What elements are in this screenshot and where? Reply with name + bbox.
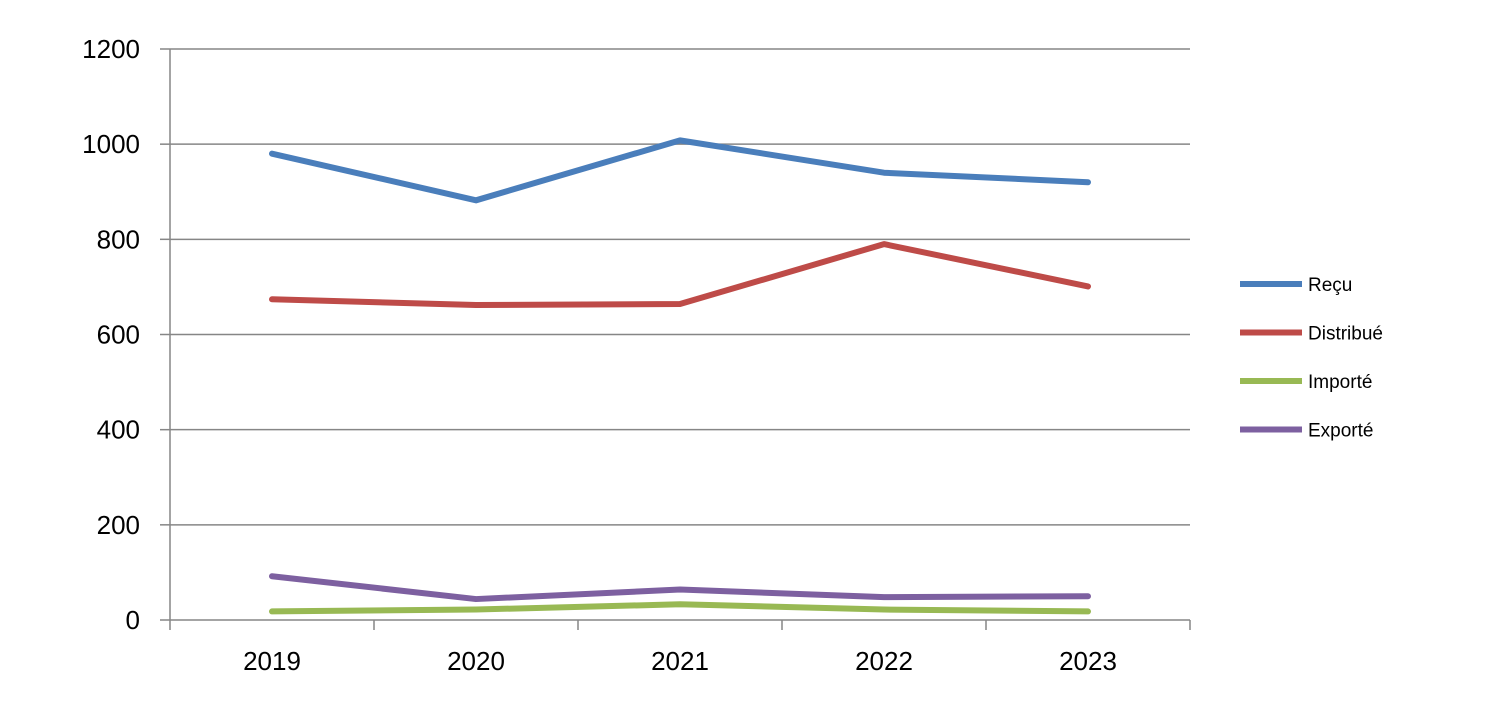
x-tick-label: 2019 [243, 646, 301, 676]
y-tick-label: 1200 [82, 34, 140, 64]
y-tick-label: 1000 [82, 129, 140, 159]
x-axis-tick-labels: 2019 2020 2021 2022 2023 [243, 646, 1117, 676]
y-tick-label: 400 [97, 415, 140, 445]
series-line-0 [269, 137, 1091, 204]
x-tick-label: 2020 [447, 646, 505, 676]
legend-label: Exporté [1308, 421, 1373, 442]
x-tick-label: 2021 [651, 646, 709, 676]
y-tick-label: 200 [97, 510, 140, 540]
series-line-2 [269, 601, 1091, 615]
legend-label: Reçu [1308, 275, 1352, 296]
y-tick-label: 0 [126, 605, 140, 635]
x-tick-label: 2023 [1059, 646, 1117, 676]
y-tick-label: 600 [97, 320, 140, 350]
x-tick-label: 2022 [855, 646, 913, 676]
legend-label: Importé [1308, 372, 1372, 393]
legend-label: Distribué [1308, 324, 1383, 345]
axes [169, 49, 1191, 630]
series-line-1 [269, 241, 1091, 308]
series-line-3 [269, 573, 1091, 603]
y-axis-tick-labels: 0 200 400 600 800 1000 1200 [82, 34, 140, 635]
y-tick-label: 800 [97, 224, 140, 254]
gridlines [160, 48, 1190, 621]
series-lines [269, 137, 1091, 615]
legend: Reçu Distribué Importé Exporté [1240, 275, 1383, 442]
